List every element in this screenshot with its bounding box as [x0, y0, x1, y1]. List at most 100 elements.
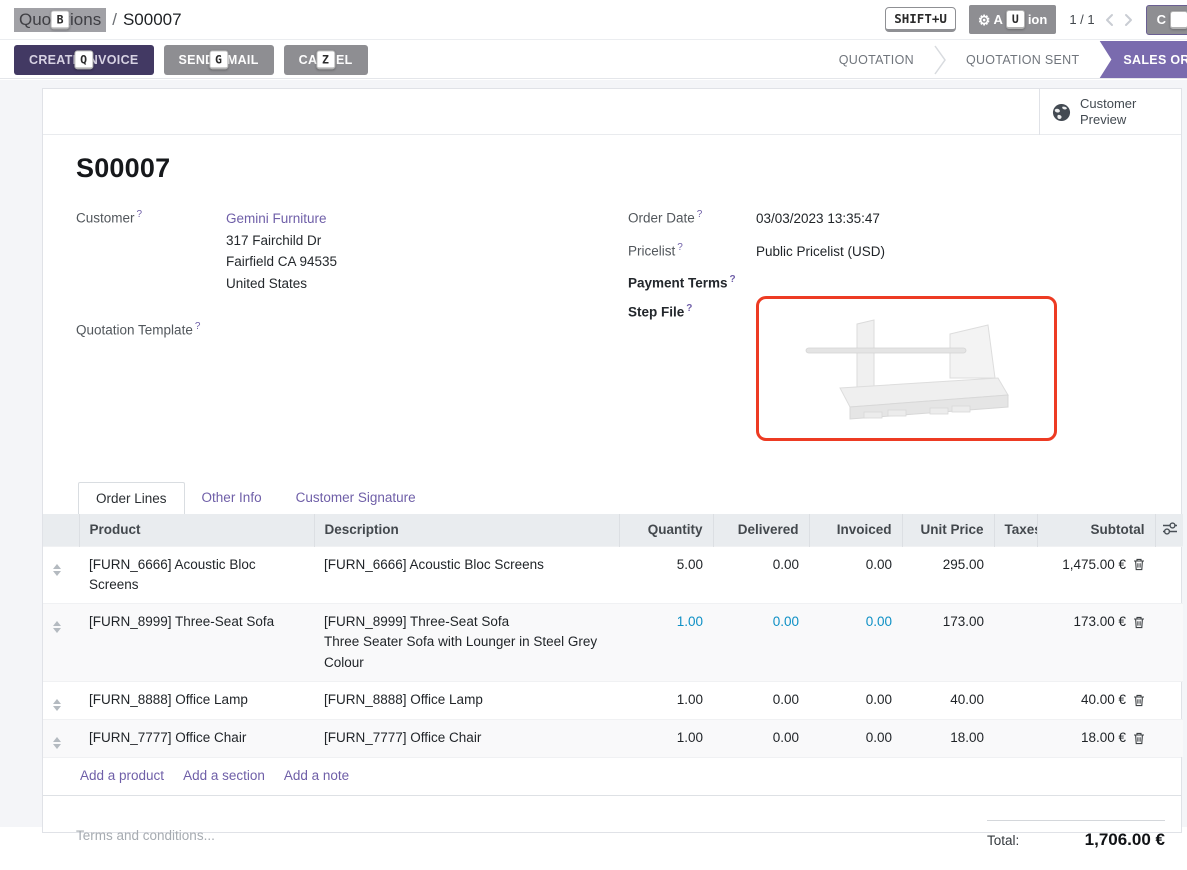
optional-columns-icon[interactable] — [1162, 522, 1178, 535]
product-cell[interactable]: [FURN_6666] Acoustic Bloc Screens — [79, 545, 314, 604]
subtotal-cell: 40.00 € — [1037, 680, 1155, 720]
status-step-label: QUOTATION SENT — [965, 52, 1080, 67]
add-product-link[interactable]: Add a product — [80, 767, 165, 783]
field-column-right: Order Date? 03/03/2023 13:35:47 Pricelis… — [628, 208, 1148, 452]
table-footer-links: Add a product Add a section Add a note — [43, 756, 1181, 796]
description-cell[interactable]: [FURN_8888] Office Lamp — [314, 680, 619, 720]
send-email-button[interactable]: SEND EMAIL G — [163, 44, 274, 75]
taxes-cell[interactable] — [994, 680, 1037, 720]
status-step-quotation-sent[interactable]: QUOTATION SENT — [946, 41, 1099, 78]
invoiced-cell[interactable]: 0.00 — [809, 603, 902, 682]
unit-price-cell[interactable]: 18.00 — [902, 718, 994, 757]
chevron-left-icon[interactable] — [1105, 13, 1114, 27]
terms-placeholder[interactable]: Terms and conditions... — [76, 827, 215, 843]
pager-counter: 1 / 1 — [1069, 12, 1095, 27]
breadcrumb-quotations-link[interactable]: Quotations B — [14, 7, 107, 32]
row-end-cell — [1155, 718, 1183, 757]
taxes-cell[interactable] — [994, 545, 1037, 604]
trash-icon[interactable] — [1133, 558, 1145, 571]
col-taxes: Taxes — [994, 513, 1038, 547]
status-step-sales-order[interactable]: SALES ORDER — [1099, 41, 1187, 79]
product-cell[interactable]: [FURN_8999] Three-Seat Sofa — [79, 603, 314, 682]
col-description: Description — [314, 513, 620, 547]
breadcrumb-separator: / — [112, 9, 117, 29]
trash-icon[interactable] — [1133, 616, 1145, 629]
description-cell[interactable]: [FURN_8999] Three-Seat Sofa Three Seater… — [314, 603, 619, 682]
clipped-edge-button[interactable]: C — [1145, 4, 1187, 35]
drag-handle-icon[interactable] — [53, 733, 61, 749]
add-note-link[interactable]: Add a note — [283, 767, 350, 783]
action-label-post: ion — [1027, 12, 1048, 27]
topbar-right-cluster: SHIFT+U ⚙ A U ion 1 / 1 C — [885, 4, 1187, 35]
description-cell[interactable]: [FURN_7777] Office Chair — [314, 718, 619, 757]
drag-handle-icon[interactable] — [53, 560, 61, 576]
customer-preview-label: Customer Preview — [1080, 96, 1137, 127]
row-handle-cell — [43, 718, 79, 757]
key-hint-cancel: Z — [315, 49, 336, 70]
subtotal-value: 18.00 € — [1080, 729, 1126, 745]
trash-icon[interactable] — [1133, 732, 1145, 745]
subtotal-value: 1,475.00 € — [1062, 556, 1126, 572]
customer-preview-button[interactable]: Customer Preview — [1039, 89, 1181, 135]
field-pricelist: Pricelist? Public Pricelist (USD) — [628, 241, 1148, 263]
step-file-image[interactable] — [756, 295, 1057, 441]
pricelist-label: Pricelist? — [628, 241, 683, 259]
customer-link[interactable]: Gemini Furniture — [226, 211, 327, 226]
trash-icon[interactable] — [1133, 694, 1145, 707]
pricelist-value[interactable]: Public Pricelist (USD) — [756, 243, 886, 259]
action-menu-button[interactable]: ⚙ A U ion — [968, 5, 1057, 34]
drag-handle-icon[interactable] — [53, 695, 61, 711]
form-sheet: Customer Preview S00007 Customer? Gemini… — [42, 88, 1183, 849]
product-cell[interactable]: [FURN_8888] Office Lamp — [79, 680, 314, 720]
help-icon: ? — [677, 241, 683, 253]
action-bar: CREATE INVOICE Q SEND EMAIL G CANCEL Z Q… — [0, 41, 1187, 79]
total-label: Total: — [987, 832, 1020, 848]
cancel-button[interactable]: CANCEL Z — [283, 44, 368, 75]
order-date-value[interactable]: 03/03/2023 13:35:47 — [756, 211, 880, 226]
taxes-cell[interactable] — [994, 603, 1037, 682]
col-delivered: Delivered — [713, 513, 810, 547]
drag-handle-icon[interactable] — [53, 617, 61, 634]
payment-terms-label: Payment Terms? — [628, 274, 736, 291]
field-payment-terms: Payment Terms? — [628, 273, 1148, 291]
quantity-cell[interactable]: 1.00 — [619, 680, 713, 720]
table-header-row: Product Description Quantity Delivered I… — [43, 513, 1183, 547]
taxes-cell[interactable] — [994, 718, 1037, 757]
delivered-cell[interactable]: 0.00 — [713, 545, 809, 604]
product-cell[interactable]: [FURN_7777] Office Chair — [79, 718, 314, 757]
col-quantity: Quantity — [619, 513, 714, 547]
table-row: [FURN_8999] Three-Seat Sofa [FURN_8999] … — [43, 603, 1183, 682]
unit-price-cell[interactable]: 40.00 — [902, 680, 994, 720]
create-invoice-button[interactable]: CREATE INVOICE Q — [14, 44, 154, 75]
field-step-file: Step File? — [628, 295, 1148, 441]
key-hint-action: U — [1005, 9, 1025, 30]
customer-value-block: Gemini Furniture 317 Fairchild Dr Fairfi… — [226, 208, 337, 294]
sheet-footer: Terms and conditions... Total: 1,706.00 … — [43, 796, 1181, 870]
description-cell[interactable]: [FURN_6666] Acoustic Bloc Screens — [314, 545, 619, 604]
help-icon: ? — [686, 302, 693, 314]
unit-price-cell[interactable]: 295.00 — [902, 545, 994, 604]
delivered-cell[interactable]: 0.00 — [713, 680, 809, 720]
tab-other-info[interactable]: Other Info — [201, 490, 262, 506]
add-section-link[interactable]: Add a section — [183, 767, 265, 783]
quantity-cell[interactable]: 1.00 — [619, 603, 713, 682]
clipped-button-label: C — [1156, 12, 1166, 27]
invoiced-cell[interactable]: 0.00 — [809, 545, 902, 604]
invoiced-cell[interactable]: 0.00 — [809, 680, 902, 720]
top-bar: Quotations B / S00007 SHIFT+U ⚙ A U ion … — [0, 0, 1187, 40]
quantity-cell[interactable]: 5.00 — [619, 545, 713, 604]
unit-price-cell[interactable]: 173.00 — [902, 603, 994, 682]
tab-order-lines[interactable]: Order Lines — [78, 481, 185, 514]
chevron-right-icon[interactable] — [1124, 13, 1133, 27]
help-icon: ? — [194, 321, 201, 333]
subtotal-value: 40.00 € — [1080, 691, 1126, 707]
delivered-cell[interactable]: 0.00 — [713, 603, 809, 682]
quotation-template-label: Quotation Template? — [76, 321, 201, 338]
quantity-cell[interactable]: 1.00 — [619, 718, 713, 757]
tab-customer-signature[interactable]: Customer Signature — [295, 490, 416, 506]
subtotal-value: 173.00 € — [1073, 614, 1126, 630]
invoiced-cell[interactable]: 0.00 — [809, 718, 902, 757]
delivered-cell[interactable]: 0.00 — [713, 718, 809, 757]
status-step-quotation[interactable]: QUOTATION — [819, 41, 934, 78]
status-step-label: SALES ORDER — [1123, 52, 1181, 67]
